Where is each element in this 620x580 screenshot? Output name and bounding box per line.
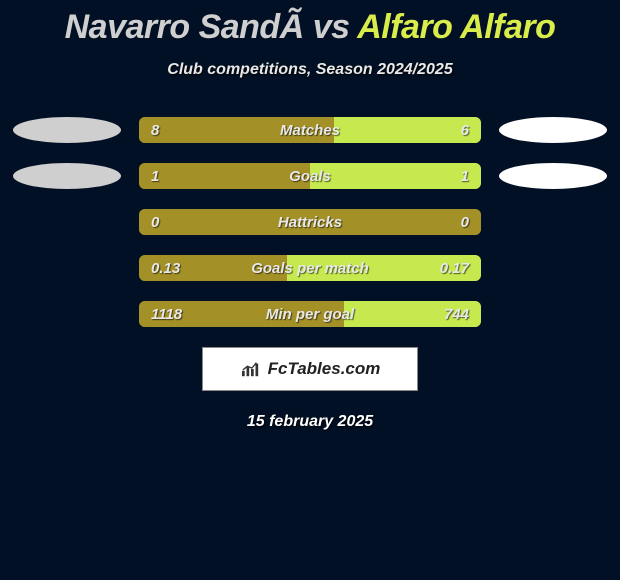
stat-bar: 00Hattricks xyxy=(139,209,481,235)
vs-text: vs xyxy=(313,8,350,46)
logo-box: FcTables.com xyxy=(202,347,418,391)
stat-bar: 86Matches xyxy=(139,117,481,143)
stats-rows: 86Matches 11Goals 00Hattricks 0.130.17Goals… xyxy=(0,117,620,327)
left-ellipse xyxy=(13,117,121,143)
chart-icon xyxy=(240,360,262,378)
stat-row: 86Matches xyxy=(0,117,620,143)
stat-row: 1118744Min per goal xyxy=(0,301,620,327)
page-title: Navarro SandÃ vs Alfaro Alfaro xyxy=(0,0,620,47)
stat-label: Goals xyxy=(139,163,481,189)
player1-name: Navarro SandÃ xyxy=(65,8,304,46)
date-text: 15 february 2025 xyxy=(0,413,620,431)
stat-bar: 1118744Min per goal xyxy=(139,301,481,327)
stat-row: 0.130.17Goals per match xyxy=(0,255,620,281)
right-ellipse xyxy=(499,117,607,143)
right-ellipse xyxy=(499,163,607,189)
stat-label: Goals per match xyxy=(139,255,481,281)
stat-row: 00Hattricks xyxy=(0,209,620,235)
stat-label: Hattricks xyxy=(139,209,481,235)
stat-bar: 11Goals xyxy=(139,163,481,189)
stat-row: 11Goals xyxy=(0,163,620,189)
stat-label: Matches xyxy=(139,117,481,143)
logo-text: FcTables.com xyxy=(268,359,381,379)
subtitle: Club competitions, Season 2024/2025 xyxy=(0,61,620,79)
stat-bar: 0.130.17Goals per match xyxy=(139,255,481,281)
stat-label: Min per goal xyxy=(139,301,481,327)
player2-name: Alfaro Alfaro xyxy=(357,8,555,46)
left-ellipse xyxy=(13,163,121,189)
